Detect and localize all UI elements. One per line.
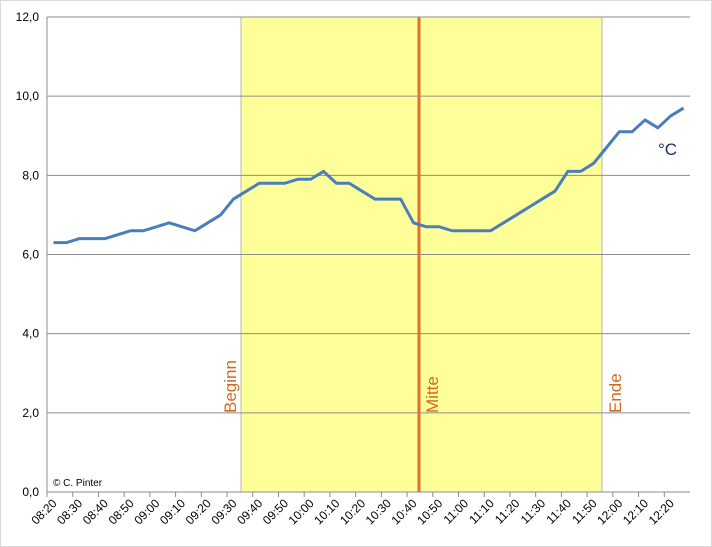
- y-tick-label: 8,0: [22, 168, 39, 182]
- y-tick-label: 12,0: [16, 10, 40, 24]
- y-tick-label: 10,0: [16, 89, 40, 103]
- annotation: Beginn: [221, 360, 240, 413]
- grid: [47, 16, 690, 493]
- legend-entry: °C: [658, 140, 677, 159]
- data-line: [53, 106, 685, 245]
- y-tick-label: 4,0: [22, 327, 39, 341]
- annotation: Mitte: [423, 376, 442, 413]
- y-tick-label: 6,0: [22, 248, 39, 262]
- y-tick-label: 2,0: [22, 406, 39, 420]
- annotation: Ende: [606, 373, 625, 413]
- y-tick-label: 0,0: [22, 485, 39, 499]
- copyright: © C. Pinter: [53, 478, 103, 489]
